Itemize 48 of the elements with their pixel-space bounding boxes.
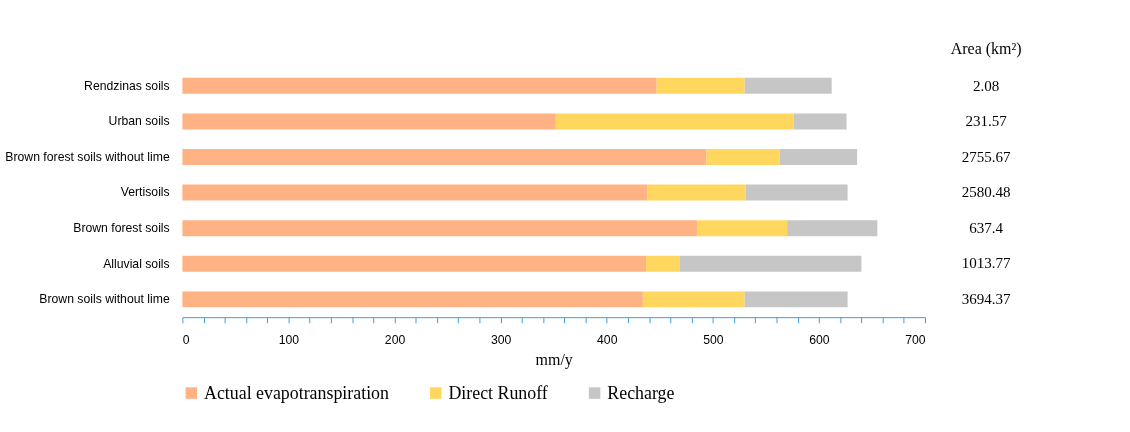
legend-label: Direct Runoff bbox=[448, 382, 548, 403]
x-tick-label: 300 bbox=[490, 332, 512, 347]
bar bbox=[555, 113, 794, 130]
y-tick-label: Alluvial soils bbox=[103, 256, 170, 271]
bar bbox=[656, 77, 745, 94]
y-tick-label: Brown soils without lime bbox=[39, 292, 170, 307]
text: 1013.77 bbox=[961, 255, 1012, 272]
bar bbox=[647, 184, 746, 201]
y-tick-label: Rendzinas soils bbox=[84, 78, 170, 93]
bar bbox=[679, 255, 862, 272]
text: 2580.48 bbox=[961, 184, 1011, 201]
bar bbox=[744, 291, 848, 308]
bar bbox=[182, 149, 707, 166]
y-tick-label: Brown forest soils bbox=[73, 220, 170, 235]
x-tick-label: 400 bbox=[597, 332, 618, 347]
bar bbox=[182, 184, 648, 201]
y-tick-label: Urban soils bbox=[108, 114, 170, 129]
bar bbox=[182, 113, 556, 130]
text: 2755.67 bbox=[961, 148, 1012, 165]
bar bbox=[182, 220, 697, 237]
bar bbox=[182, 255, 647, 272]
text: 231.57 bbox=[965, 113, 1008, 130]
bar bbox=[793, 113, 847, 130]
x-tick-label: 0 bbox=[182, 332, 190, 347]
x-tick-label: 700 bbox=[905, 332, 926, 347]
bar bbox=[182, 77, 657, 94]
x-tick-label: 200 bbox=[384, 332, 406, 347]
legend-label: Recharge bbox=[607, 382, 675, 403]
legend-label: Actual evapotranspiration bbox=[204, 382, 390, 403]
bar bbox=[779, 149, 858, 166]
bar bbox=[696, 220, 788, 237]
y-tick-label: Vertisoils bbox=[120, 185, 170, 200]
bar bbox=[706, 149, 780, 166]
x-tick-label: 600 bbox=[809, 332, 830, 347]
text: 637.4 bbox=[969, 219, 1004, 236]
bar bbox=[646, 255, 680, 272]
bar bbox=[744, 77, 832, 94]
bar bbox=[745, 184, 848, 201]
text: 3694.37 bbox=[961, 291, 1012, 308]
text: Area (km²) bbox=[950, 39, 1022, 58]
bar bbox=[642, 291, 745, 308]
bar bbox=[787, 220, 878, 237]
bar bbox=[182, 291, 643, 308]
x-axis-title: mm/y bbox=[535, 350, 573, 369]
y-tick-label: Brown forest soils without lime bbox=[5, 149, 170, 164]
x-tick-label: 100 bbox=[278, 332, 300, 347]
text: 2.08 bbox=[973, 77, 1000, 94]
x-tick-label: 500 bbox=[703, 332, 724, 347]
